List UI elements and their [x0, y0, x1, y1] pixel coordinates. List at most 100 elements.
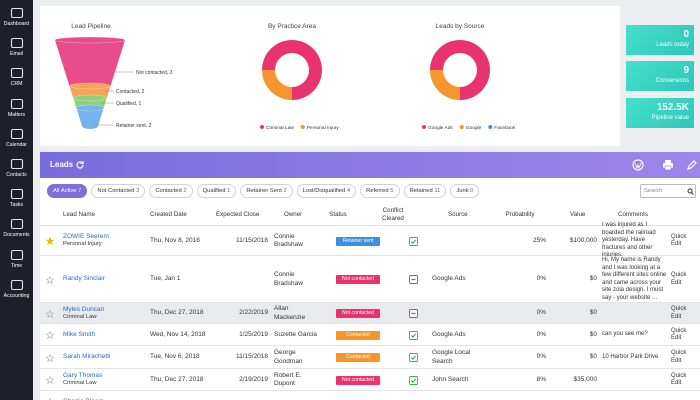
nav-item[interactable]: CRM — [0, 60, 33, 90]
filter-tab[interactable]: All Active 7 — [47, 184, 88, 198]
quick-edit: Quick Edit — [671, 272, 687, 286]
filter-tab[interactable]: Lost/Disqualified 4 — [296, 184, 357, 198]
nav-label: Contacts — [6, 172, 27, 178]
value: $0 — [589, 353, 597, 361]
owner: Connie Bradshaw — [274, 271, 303, 287]
stat-card: 9 Conversions — [626, 61, 694, 91]
status-cell: Contacted — [336, 346, 380, 369]
funnel-segment — [76, 108, 104, 129]
nav-label: Dashboard — [3, 21, 30, 27]
refresh-icon[interactable] — [75, 160, 85, 170]
star-icon[interactable] — [46, 353, 54, 362]
tab-count: 2 — [183, 188, 187, 194]
star-shape — [46, 309, 54, 318]
lead-name[interactable]: Myles Duncan — [63, 305, 105, 313]
nav-item[interactable]: Email — [0, 30, 33, 60]
tab-label: Qualified — [202, 188, 226, 194]
leads-list: All Active 7 Not Contacted 3 Contacted 2 Qu… — [40, 178, 700, 400]
conflict-box — [409, 236, 418, 246]
comments: can you see me? — [602, 331, 648, 338]
probability: 0% — [536, 353, 546, 361]
filter-tab[interactable]: Junk 0 — [450, 184, 480, 198]
practice-area: Criminal Law — [63, 380, 97, 387]
print-icon[interactable] — [662, 159, 674, 171]
legend-label: Criminal Law — [266, 125, 294, 131]
comments: I was injured as I boarded the railroad … — [602, 222, 656, 258]
tab-label: Junk — [456, 188, 469, 194]
comments: 10 Harbor Park Drive — [602, 353, 659, 360]
conflict-icon — [409, 309, 418, 318]
filter-tab[interactable]: Retainer Sent 2 — [240, 184, 293, 198]
stat-label: Pipeline value — [651, 115, 689, 121]
expected-close: 1/25/2019 — [239, 330, 268, 338]
owner: George Goodman — [274, 349, 303, 365]
star-icon[interactable] — [46, 275, 54, 284]
donut-segment — [430, 40, 490, 100]
conflict-mark — [410, 377, 417, 383]
lead-row: Gary Thomas Criminal Law Thu, Dec 27, 2018… — [40, 369, 700, 391]
stat-label: Leads today — [656, 42, 689, 48]
edit-icon[interactable] — [686, 159, 698, 171]
column-header: Owner — [284, 211, 303, 219]
nav-item[interactable]: Dashboard — [0, 0, 33, 30]
star-icon[interactable] — [46, 237, 54, 245]
chart-title: Lead Pipeline — [71, 23, 111, 30]
lead-name[interactable]: Randy Sinclair — [63, 275, 105, 283]
owner: Allan Mackenzie — [274, 305, 306, 321]
probability: 8% — [536, 375, 546, 383]
expected-close: 2/19/2019 — [239, 375, 268, 383]
nav-item[interactable]: Calendar — [0, 121, 33, 151]
star-icon[interactable] — [46, 376, 54, 384]
probability: 25% — [532, 236, 546, 244]
lead-row: Mike Smith Wed, Nov 14, 2018 1/25/2019 Suze… — [40, 324, 700, 346]
status-badge: Not contacted — [336, 309, 380, 318]
lead-name[interactable]: Gary Thomas — [63, 372, 103, 380]
nav-item[interactable]: Contacts — [0, 151, 33, 181]
legend-label: Google — [466, 125, 482, 131]
nav-item[interactable]: Documents — [0, 211, 33, 241]
stat-label: Conversions — [655, 78, 689, 84]
lead-name-cell: Mike Smith — [63, 324, 143, 346]
icon-shape — [10, 128, 24, 139]
filter-tab[interactable]: Qualified 1 — [196, 184, 237, 198]
nav-icon — [10, 158, 24, 170]
filter-tab[interactable]: Contacted 2 — [149, 184, 193, 198]
nav-label: Documents — [3, 232, 30, 239]
search-box[interactable]: Search — [640, 184, 696, 198]
filter-tab[interactable]: Retained 11 — [403, 184, 447, 198]
lead-name[interactable]: Charlie Bloom — [63, 398, 104, 400]
tab-count: 1 — [227, 188, 231, 194]
comments: Hi, My name is Randy and I was looking a… — [602, 257, 667, 301]
lead-name[interactable]: Mike Smith — [63, 330, 96, 338]
filter-tab[interactable]: Referred 5 — [360, 184, 400, 198]
expected-close: 2/22/2019 — [239, 309, 268, 317]
lead-name[interactable]: Sarah Mirachetti — [63, 353, 111, 361]
tab-count: 4 — [346, 188, 351, 194]
lead-name-cell: ZOWIE Seerem Personal Injury — [63, 226, 143, 256]
source: Google Ads — [432, 330, 466, 338]
stat-card: 0 Leads today — [626, 25, 694, 55]
conflict-mark — [410, 238, 417, 244]
lead-name[interactable]: ZOWIE Seerem — [63, 233, 109, 241]
source: Google Ads — [432, 275, 466, 283]
star-icon[interactable] — [46, 309, 54, 318]
filter-tab[interactable]: Not Contacted 3 — [91, 184, 146, 198]
nav-item[interactable]: Matters — [0, 91, 33, 121]
conflict-icon — [409, 330, 418, 340]
lead-row: Sarah Mirachetti Tue, Nov 6, 2018 11/15/20… — [40, 346, 700, 369]
lead-row: Randy Sinclair Tue, Jan 1 Connie Bradshaw N… — [40, 256, 700, 303]
wordpress-icon[interactable] — [632, 159, 644, 171]
nav-label: Time — [10, 262, 23, 269]
nav-icon — [10, 38, 24, 49]
nav-item[interactable]: Accounting — [0, 272, 33, 302]
lead-name-cell: Gary Thomas Criminal Law — [63, 369, 143, 391]
owner: Connie Bradshaw — [274, 232, 303, 248]
funnel-label: Not contacted, 2 — [136, 70, 173, 76]
chart-title: Leads by Source — [436, 23, 485, 30]
nav-item[interactable]: Time — [0, 242, 33, 272]
nav-item[interactable]: Tasks — [0, 181, 33, 211]
donut-segment — [430, 70, 460, 100]
icon-shape — [10, 68, 24, 79]
star-icon[interactable] — [46, 331, 54, 339]
lead-name-cell: Charlie Bloom — [63, 391, 143, 400]
